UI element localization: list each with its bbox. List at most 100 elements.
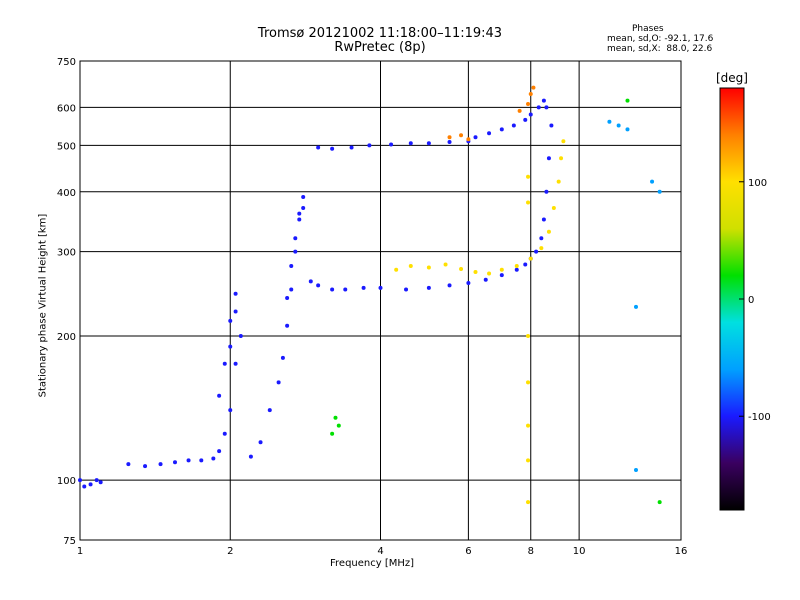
data-point [459, 133, 464, 138]
y-axis-label: Stationary phase Virtual Height [km] [37, 213, 49, 398]
data-point [308, 279, 313, 284]
data-point [528, 112, 533, 117]
data-point [297, 217, 302, 222]
data-point [459, 266, 464, 271]
data-point [657, 189, 662, 194]
chart-subtitle: RwPretec (8p) [334, 40, 426, 55]
data-point [549, 123, 554, 128]
data-point [539, 236, 544, 241]
data-point [447, 283, 452, 288]
y-tick-label: 75 [63, 536, 76, 547]
x-axis-label: Frequency [MHz] [330, 558, 415, 569]
data-point [523, 117, 528, 122]
data-point [293, 236, 298, 241]
data-point [228, 344, 233, 349]
data-point [447, 140, 452, 145]
data-point [526, 500, 531, 505]
data-point [607, 119, 612, 124]
colorbar-tick-label: -100 [748, 412, 771, 423]
data-point [330, 287, 335, 292]
chart-title: Tromsø 20121002 11:18:00–11:19:43 [257, 26, 503, 41]
data-point [499, 273, 504, 278]
data-point [539, 246, 544, 251]
data-point [534, 249, 539, 254]
y-tick-label: 750 [57, 57, 76, 68]
data-point [361, 285, 366, 290]
data-point [487, 271, 492, 276]
data-point [561, 139, 566, 144]
data-point [526, 458, 531, 463]
data-point [556, 179, 561, 184]
data-point [211, 456, 216, 461]
data-point [511, 123, 516, 128]
data-point [526, 200, 531, 205]
x-tick-label: 4 [377, 546, 383, 557]
data-point [633, 304, 638, 309]
y-tick-label: 300 [57, 248, 76, 259]
data-point [650, 179, 655, 184]
data-point [378, 285, 383, 290]
data-point [343, 287, 348, 292]
data-point [466, 280, 471, 285]
data-point [559, 156, 564, 161]
data-point [233, 291, 238, 296]
data-point [222, 361, 227, 366]
data-point [238, 333, 243, 338]
data-point [289, 287, 294, 292]
data-point [487, 131, 492, 136]
data-point [523, 262, 528, 267]
colorbar-label: [deg] [716, 71, 748, 85]
colorbar-tick-label: 100 [748, 178, 767, 189]
data-point [616, 123, 621, 128]
data-point [222, 431, 227, 436]
data-point [349, 145, 354, 150]
data-point [544, 105, 549, 110]
y-tick-label: 200 [57, 332, 76, 343]
data-point [408, 263, 413, 268]
data-point [88, 482, 93, 487]
data-point [186, 458, 191, 463]
data-point [199, 458, 204, 463]
data-point [443, 262, 448, 267]
data-point [657, 500, 662, 505]
y-tick-label: 100 [57, 476, 76, 487]
data-point [126, 462, 131, 467]
data-point [297, 211, 302, 216]
data-point [528, 256, 533, 261]
data-point [541, 98, 546, 103]
data-point [483, 277, 488, 282]
data-point [94, 478, 99, 483]
data-point [447, 135, 452, 140]
data-point [258, 440, 263, 445]
data-point [217, 393, 222, 398]
data-point [394, 267, 399, 272]
data-point [233, 361, 238, 366]
data-point [333, 415, 338, 420]
data-point [541, 217, 546, 222]
data-point [625, 98, 630, 103]
data-point [330, 431, 335, 436]
data-point [531, 85, 536, 90]
data-point [426, 141, 431, 146]
y-tick-label: 500 [57, 141, 76, 152]
data-point [82, 484, 87, 489]
data-point [526, 333, 531, 338]
data-point [336, 423, 341, 428]
data-point [526, 380, 531, 385]
x-tick-label: 8 [528, 546, 534, 557]
phases-heading: Phases [632, 24, 664, 34]
data-point [546, 229, 551, 234]
data-point [408, 141, 413, 146]
data-point [158, 462, 163, 467]
data-point [301, 205, 306, 210]
y-tick-label: 400 [57, 188, 76, 199]
data-point [526, 423, 531, 428]
data-point [293, 249, 298, 254]
x-tick-label: 1 [77, 546, 83, 557]
colorbar-tick-label: 0 [748, 295, 754, 306]
data-point [285, 323, 290, 328]
data-point [217, 449, 222, 454]
data-point [473, 269, 478, 274]
data-point [526, 174, 531, 179]
data-point [466, 137, 471, 142]
